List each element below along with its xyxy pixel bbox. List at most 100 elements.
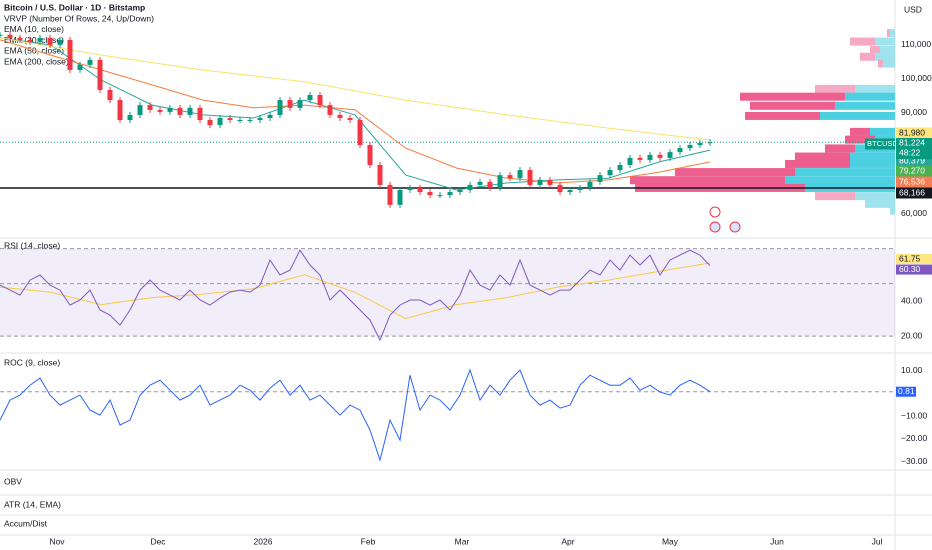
indicator-label: EMA (50, close) (4, 46, 64, 56)
candle (237, 120, 243, 122)
pane-title: Accum/Dist (4, 518, 48, 528)
time-label: Mar (455, 536, 470, 546)
vp-up (795, 168, 895, 177)
price-tag-label: 79,270 (899, 165, 925, 175)
candle (687, 145, 693, 149)
time-label: Dec (150, 536, 166, 546)
price-tag (896, 155, 932, 167)
candle (477, 181, 483, 185)
vp-up (855, 84, 895, 93)
event-icon[interactable] (709, 221, 721, 233)
candle (337, 114, 343, 118)
candle (37, 37, 43, 42)
vp-up (883, 59, 895, 68)
symbol-title: Bitcoin / U.S. Dollar · 1D · Bitstamp (4, 2, 145, 12)
ema-line (0, 39, 711, 184)
pane-title: ATR (14, EMA) (4, 499, 61, 509)
candle (47, 37, 53, 45)
candle (617, 164, 623, 171)
candle (387, 184, 393, 205)
vp-down (815, 192, 855, 201)
vp-up (785, 176, 895, 185)
rsi-band (0, 248, 895, 337)
candle (227, 117, 233, 121)
candle (277, 100, 283, 115)
pane-title: ROC (9, close) (4, 357, 60, 367)
roc-tick-label: −10.00 (901, 410, 928, 420)
vp-up (870, 127, 895, 136)
candle (577, 187, 583, 190)
candle (437, 195, 443, 197)
candle (367, 145, 373, 165)
time-label: Jul (872, 536, 883, 546)
candle (137, 105, 143, 115)
candle (217, 117, 223, 126)
vp-down (845, 135, 875, 144)
rsi-tag (896, 264, 932, 275)
candle (527, 170, 533, 185)
candle (417, 187, 423, 193)
candle (377, 164, 383, 185)
event-icon[interactable] (729, 221, 741, 233)
candle (207, 120, 213, 126)
vp-up (835, 101, 895, 110)
candle (487, 181, 493, 188)
candle (607, 170, 613, 176)
ema-line (0, 37, 711, 191)
candle (167, 107, 173, 112)
symbol-tag-label: BTCUSD (867, 139, 898, 148)
countdown: 48:22 (899, 147, 921, 157)
ema-line (0, 37, 711, 141)
candle (57, 39, 63, 45)
candle (697, 143, 703, 146)
candle (327, 105, 333, 115)
price-tag (896, 165, 932, 177)
vp-down (878, 59, 883, 68)
candle (637, 157, 643, 160)
candle (667, 152, 673, 158)
currency: USD (904, 4, 922, 14)
candle (677, 148, 683, 153)
event-icons[interactable] (709, 206, 741, 233)
rsi-ma-line (0, 262, 711, 320)
vp-up (880, 46, 895, 55)
roc-tick-label: 10.00 (901, 365, 923, 375)
vp-up (855, 192, 895, 201)
candle (177, 107, 183, 115)
candle (497, 175, 503, 188)
candle (257, 117, 263, 121)
pane-title: OBV (4, 476, 22, 486)
vp-down (675, 168, 795, 177)
event-icon[interactable] (709, 206, 721, 218)
indicator-label: EMA (10, close) (4, 24, 64, 34)
rsi-tick-label: 40.00 (901, 295, 923, 305)
candle (157, 109, 163, 112)
price-tag (896, 187, 932, 199)
candle (7, 34, 13, 38)
vp-up (890, 206, 895, 215)
candle (657, 154, 663, 158)
candle (97, 59, 103, 90)
time-label: Jun (770, 536, 784, 546)
vp-up (875, 37, 895, 46)
price-tick-label: 60,000 (901, 208, 927, 218)
candle (397, 189, 403, 205)
price-tag-label: 80,379 (899, 155, 925, 165)
price-tag-label: 76,536 (899, 176, 925, 186)
candle (17, 37, 23, 40)
price-tick-label: 110,000 (901, 39, 931, 49)
candle (127, 114, 133, 121)
candle (547, 179, 553, 185)
candle (427, 192, 433, 196)
candle (287, 100, 293, 108)
candle (0, 34, 3, 36)
vp-down (815, 84, 855, 93)
candle (247, 120, 253, 122)
time-label: 2026 (254, 536, 273, 546)
indicator-label: EMA (20, close) (4, 35, 64, 45)
vp-down (887, 29, 890, 38)
vp-down (750, 101, 835, 110)
last-price-label: 81,224 (899, 137, 925, 147)
